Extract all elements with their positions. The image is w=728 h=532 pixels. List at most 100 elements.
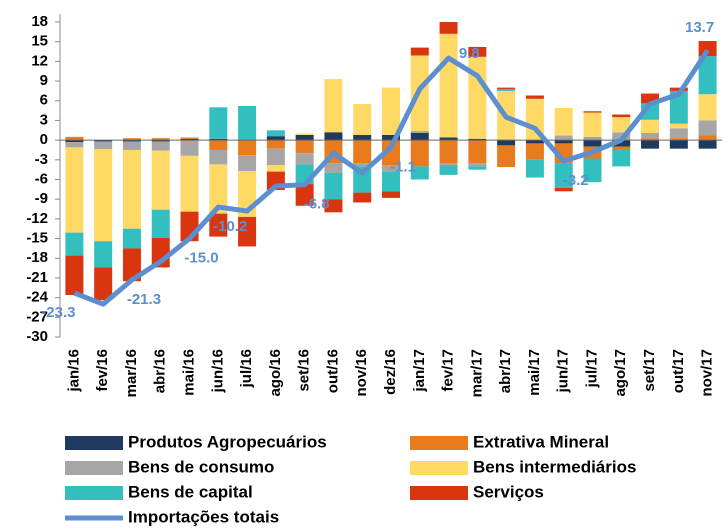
- bar-segment: [266, 136, 285, 141]
- bar-segment: [209, 140, 228, 150]
- bar-segment: [266, 140, 285, 149]
- legend-swatch: [65, 436, 123, 450]
- bar-segment: [65, 142, 84, 148]
- bar-segment: [468, 163, 487, 167]
- bar-segment: [669, 140, 688, 149]
- bar-segment: [266, 148, 285, 166]
- bar-segment: [151, 138, 170, 141]
- bar-segment: [698, 41, 717, 57]
- bar-segment: [151, 140, 170, 142]
- legend-swatch: [65, 461, 123, 475]
- bar-segment: [209, 149, 228, 165]
- bar-segment: [324, 132, 343, 141]
- legend-label: Bens intermediários: [473, 457, 636, 476]
- bar-segment: [439, 137, 458, 141]
- y-tick-label: -18: [26, 249, 48, 266]
- x-tick-label: fev/17: [440, 349, 457, 392]
- y-tick-label: -6: [35, 170, 48, 187]
- bar-segment: [698, 56, 717, 95]
- bar-segment: [209, 164, 228, 214]
- bar-segment: [209, 138, 228, 141]
- bar-segment: [266, 130, 285, 137]
- total-line: [73, 48, 710, 307]
- bar-segment: [641, 140, 660, 149]
- y-tick-label: 15: [31, 33, 48, 50]
- x-tick-label: out/17: [670, 349, 687, 393]
- bar-segment: [180, 137, 199, 139]
- bar-segment: [295, 140, 314, 154]
- bar-segment: [353, 163, 372, 167]
- bar-segment: [698, 135, 717, 141]
- bar-segment: [382, 171, 400, 192]
- bar-segment: [439, 22, 458, 34]
- bar-segment: [122, 141, 141, 150]
- legend-swatch: [410, 436, 468, 450]
- legend-swatch: [65, 486, 123, 500]
- bar-segment: [324, 199, 343, 213]
- legend-label: Importações totais: [128, 507, 279, 526]
- bar-segment: [151, 150, 170, 210]
- bar-segment: [468, 56, 487, 139]
- bar-segment: [612, 140, 631, 147]
- legend-swatch: [410, 486, 468, 500]
- bar-segment: [122, 248, 141, 282]
- bar-segment: [353, 104, 372, 135]
- y-tick-label: -27: [26, 308, 48, 325]
- bar-segment: [554, 188, 573, 192]
- y-tick-label: 12: [31, 52, 48, 69]
- y-tick-label: 9: [40, 72, 48, 89]
- bar-segment: [554, 135, 573, 141]
- x-tick-label: nov/16: [353, 349, 370, 397]
- bar-segment: [410, 132, 429, 141]
- bar-segment: [468, 138, 487, 141]
- y-tick-label: 3: [40, 111, 48, 128]
- x-tick-label: jun/16: [209, 349, 226, 393]
- x-tick-label: mar/16: [123, 349, 140, 397]
- y-tick-label: 6: [40, 92, 48, 109]
- bar-segment: [698, 120, 717, 136]
- bar-segment: [94, 141, 113, 150]
- bar-segment: [122, 149, 141, 229]
- bar-segment: [94, 267, 113, 301]
- x-tick-label: abr/17: [497, 349, 514, 393]
- legend-label: Serviços: [473, 482, 544, 501]
- bar-segment: [497, 140, 516, 146]
- bar-segment: [382, 140, 400, 166]
- bar-segment: [525, 143, 544, 160]
- bar-segment: [439, 165, 458, 175]
- bar-segment: [468, 140, 487, 164]
- bar-segment: [612, 149, 631, 167]
- x-tick-label: abr/16: [152, 349, 169, 393]
- bar-segment: [65, 140, 84, 143]
- x-tick-label: jun/17: [555, 349, 572, 393]
- bar-segment: [410, 166, 429, 180]
- bar-segment: [698, 94, 717, 121]
- bar-segment: [612, 146, 631, 150]
- y-tick-label: 18: [31, 13, 48, 30]
- bar-segment: [94, 149, 113, 242]
- bar-segment: [324, 172, 343, 200]
- x-tick-label: dez/16: [382, 349, 399, 395]
- bar-segment: [122, 140, 141, 142]
- x-tick-label: set/16: [296, 349, 313, 392]
- bar-segment: [497, 145, 516, 168]
- y-tick-label: -12: [26, 210, 48, 227]
- bar-segment: [583, 136, 602, 141]
- bar-segment: [180, 155, 199, 212]
- bar-segment: [295, 153, 314, 165]
- bar-segment: [468, 46, 487, 57]
- x-tick-label: jul/16: [238, 349, 255, 388]
- y-tick-label: 0: [40, 131, 48, 148]
- bar-segment: [641, 132, 660, 139]
- x-tick-label: fev/16: [94, 349, 111, 392]
- bar-segment: [439, 163, 458, 166]
- x-tick-label: ago/17: [612, 349, 629, 397]
- y-tick-label: -24: [26, 289, 48, 306]
- x-tick-label: nov/17: [699, 349, 716, 397]
- bar-segment: [295, 134, 314, 141]
- bar-segment: [497, 88, 516, 91]
- bar-segment: [94, 241, 113, 268]
- legend-label: Bens de consumo: [128, 457, 274, 476]
- bar-segment: [583, 111, 602, 113]
